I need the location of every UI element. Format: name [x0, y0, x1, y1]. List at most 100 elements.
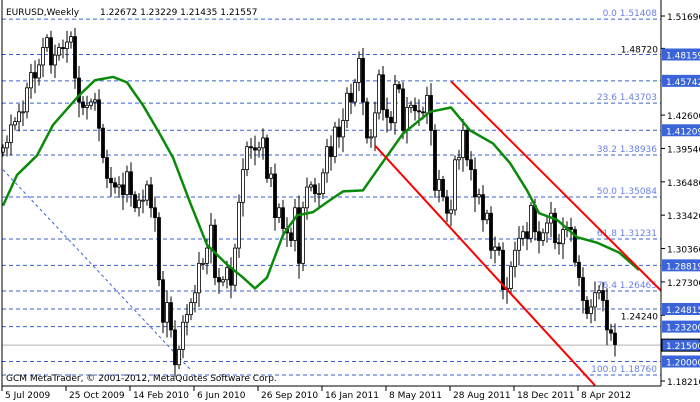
bull-candle	[561, 229, 565, 245]
bear-candle	[49, 37, 53, 66]
price-label: 1.24815	[666, 306, 700, 316]
bear-candle	[253, 147, 257, 151]
x-tick-label: 28 Aug 2011	[453, 391, 511, 401]
bull-candle	[225, 267, 229, 281]
bull-candle	[201, 262, 205, 265]
bull-candle	[5, 141, 9, 149]
bear-candle	[553, 212, 557, 244]
bull-candle	[145, 184, 149, 201]
bear-candle	[77, 77, 81, 103]
bull-candle	[461, 129, 465, 159]
bear-candle	[601, 290, 605, 301]
bear-candle	[313, 184, 317, 194]
price-axis[interactable]: 1.51690 1.48720 1.42600 1.39540 1.36480 1.334…	[621, 13, 700, 388]
fib-level-label: 23.6 1.43703	[597, 93, 657, 103]
candles	[1, 27, 617, 377]
channel-lines[interactable]	[374, 80, 662, 387]
bear-candle	[473, 169, 477, 198]
fib-trendline[interactable]	[2, 169, 192, 371]
bear-candle	[169, 302, 173, 331]
bear-candle	[433, 129, 437, 191]
bear-candle	[389, 116, 393, 124]
bull-candle	[305, 186, 309, 209]
bear-candle	[501, 249, 505, 290]
bull-candle	[177, 349, 181, 366]
bear-candle	[273, 173, 277, 218]
price-label-box	[662, 259, 700, 272]
y-tick-label: 1.18210	[667, 378, 700, 388]
bull-candle	[449, 209, 453, 214]
bull-candle	[597, 290, 601, 294]
bear-candle	[121, 184, 125, 196]
bear-candle	[229, 267, 233, 286]
bear-candle	[577, 261, 581, 278]
price-label-box	[662, 124, 700, 137]
bull-candle	[325, 146, 329, 174]
fib-level-label: 76.4 1.26465	[597, 281, 657, 291]
bull-candle	[317, 193, 321, 195]
bear-candle	[497, 246, 501, 251]
bear-candle	[81, 101, 85, 108]
bull-candle	[369, 136, 373, 139]
bull-candle	[341, 120, 345, 138]
bear-candle	[421, 111, 425, 114]
y-tick-label: 1.27300	[667, 279, 700, 289]
bear-candle	[149, 184, 153, 209]
x-tick-label: 18 Dec 2011	[517, 391, 575, 401]
bear-candle	[265, 137, 269, 179]
bear-candle	[381, 74, 385, 111]
bull-candle	[69, 36, 73, 43]
bear-candle	[157, 217, 161, 281]
bull-candle	[321, 172, 325, 194]
y-tick-label: 1.51690	[667, 13, 700, 23]
bear-candle	[609, 329, 613, 334]
bull-candle	[37, 64, 41, 79]
fib-level-label: 100.0 1.18760	[591, 365, 657, 375]
bull-candle	[181, 321, 185, 350]
bear-candle	[569, 226, 573, 230]
bull-candle	[453, 159, 457, 211]
bull-candle	[21, 111, 25, 114]
bear-candle	[465, 129, 469, 161]
y-tick-label: 1.36480	[667, 179, 700, 189]
bull-candle	[277, 207, 281, 218]
price-label: 1.20000	[666, 358, 700, 368]
bull-candle	[545, 222, 549, 234]
fib-trendline	[2, 169, 192, 371]
price-label-box	[662, 48, 700, 61]
bear-candle	[613, 332, 617, 345]
x-tick-label: 8 May 2011	[389, 391, 442, 401]
x-tick-label: 25 Oct 2009	[69, 391, 125, 401]
fib-level-label: 38.2 1.38936	[597, 145, 657, 155]
bear-candle	[417, 110, 421, 113]
moving-average-line	[1, 75, 640, 290]
bull-candle	[593, 292, 597, 308]
bull-candle	[205, 247, 209, 264]
price-label: 1.28819	[666, 262, 700, 272]
bull-candle	[457, 157, 461, 161]
bear-candle	[365, 101, 369, 139]
copyright-text: GCM MetaTrader, © 2001-2012, MetaQuotes …	[6, 374, 277, 384]
price-label-box	[662, 74, 700, 87]
bull-candle	[309, 184, 313, 188]
x-tick-label: 8 Apr 2012	[581, 391, 631, 401]
bear-candle	[397, 84, 401, 90]
bull-candle	[517, 237, 521, 251]
bull-candle	[521, 231, 525, 239]
bull-candle	[17, 111, 21, 123]
bear-candle	[113, 182, 117, 188]
bear-candle	[109, 177, 113, 184]
time-axis[interactable]: 5 Jul 2009 25 Oct 2009 14 Feb 2010 6 Jun 20…	[1, 386, 631, 401]
bull-candle	[485, 212, 489, 221]
bear-candle	[401, 88, 405, 131]
bull-candle	[425, 95, 429, 114]
bear-candle	[153, 207, 157, 218]
bear-candle	[481, 194, 485, 221]
bull-candle	[13, 121, 17, 126]
bull-candle	[301, 207, 305, 264]
bear-candle	[61, 47, 65, 49]
bear-candle	[573, 229, 577, 263]
bear-candle	[173, 329, 177, 366]
bull-candle	[89, 101, 93, 106]
